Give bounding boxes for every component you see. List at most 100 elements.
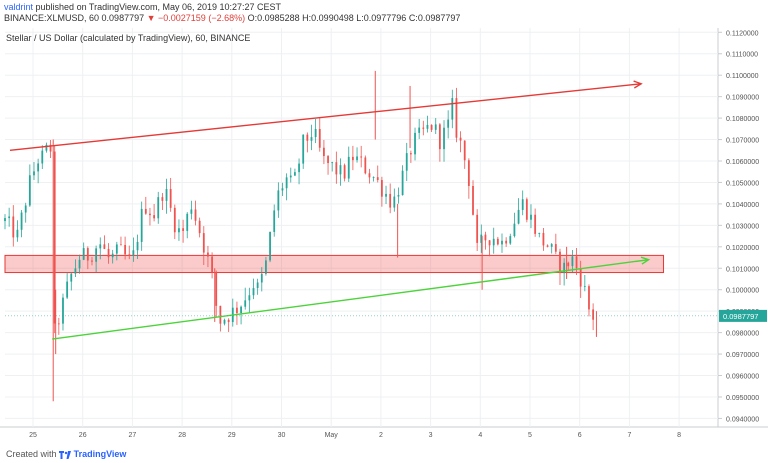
candle-body [376, 177, 379, 181]
resistance-line-arrowhead [633, 80, 643, 89]
price-tick-label: 0.1040000 [726, 202, 759, 209]
candle-body [173, 207, 176, 233]
candle-body [285, 177, 288, 189]
candle-body [41, 150, 44, 164]
candle-body [252, 288, 255, 296]
candle-body [91, 260, 93, 262]
candle-body [588, 286, 590, 310]
candle-body [592, 309, 595, 320]
price-axis[interactable] [718, 28, 768, 427]
candle-body [161, 197, 164, 201]
candle-body [49, 144, 52, 152]
candle-body [488, 240, 491, 246]
candle-body [463, 140, 466, 161]
candle-body [583, 286, 586, 287]
chart-legend: Stellar / US Dollar (calculated by Tradi… [6, 33, 251, 43]
tradingview-logo-icon [59, 450, 72, 459]
candle-body [306, 134, 309, 141]
candle-body [186, 213, 189, 231]
support-line[interactable] [52, 258, 649, 340]
candle-body [397, 195, 400, 197]
candle-body [165, 189, 168, 201]
time-tick-label: 5 [528, 432, 532, 439]
candle-body [472, 185, 474, 215]
time-tick-label: 6 [578, 432, 582, 439]
candle-body [128, 254, 131, 256]
candle-body [538, 232, 541, 234]
candle-body [409, 153, 412, 155]
close-text: C:0.0987797 [408, 13, 461, 23]
time-tick-label: 28 [178, 432, 186, 439]
candle-body [273, 210, 276, 232]
price-tick-label: 0.0950000 [726, 395, 759, 402]
candle-body [277, 190, 280, 211]
price-tick-label: 0.1060000 [726, 159, 759, 166]
candle-body [82, 248, 85, 260]
candle-body [567, 262, 570, 267]
candle-body [554, 244, 557, 252]
candle-body [443, 127, 445, 150]
footer-brand[interactable]: TradingView [73, 449, 127, 459]
chart-header: valdrint published on TradingView.com, M… [0, 0, 768, 26]
published-text: published on TradingView.com, May 06, 20… [35, 2, 282, 12]
candle-body [12, 216, 15, 238]
candle-body [157, 197, 160, 219]
footer-prefix: Created with [6, 449, 57, 459]
candle-body [352, 156, 354, 161]
candle-body [517, 209, 520, 224]
candle-body [302, 134, 305, 164]
candle-body [74, 268, 77, 274]
candle-body [95, 248, 98, 262]
candle-body [140, 208, 143, 242]
candle-body [331, 162, 334, 164]
candle-body [546, 245, 549, 247]
candle-body [513, 223, 516, 237]
candle-body [534, 214, 537, 234]
price-tick-label: 0.1070000 [726, 138, 759, 145]
candle-body [120, 244, 122, 246]
candle-body [8, 216, 11, 219]
resistance-line[interactable] [9, 83, 642, 151]
candle-body [447, 119, 450, 128]
candle-body [16, 229, 19, 238]
candle-body [530, 214, 532, 220]
time-tick-label: 30 [278, 432, 286, 439]
candle-body [132, 250, 135, 256]
symbol-line: BINANCE:XLMUSD, 60 [4, 13, 100, 23]
candle-body [505, 240, 508, 244]
candle-body [542, 232, 545, 246]
time-tick-label: 26 [79, 432, 87, 439]
candle-body [347, 156, 350, 179]
candle-body [240, 306, 242, 314]
low-text: L:0.0977796 [356, 13, 407, 23]
candle-body [459, 137, 462, 141]
last-price-tag-label: 0.0987797 [723, 312, 758, 321]
time-tick-label: 7 [627, 432, 631, 439]
candle-body [207, 252, 209, 257]
candle-body [37, 163, 40, 172]
candle-body [66, 281, 69, 298]
candle-body [53, 151, 56, 324]
candle-body [244, 300, 247, 307]
support-line-arrowhead [640, 256, 651, 265]
price-tick-label: 0.0960000 [726, 374, 759, 381]
candle-body [579, 268, 582, 287]
price-tick-label: 0.1120000 [726, 30, 759, 37]
author-link[interactable]: valdrint [4, 2, 34, 12]
candle-body [236, 307, 238, 314]
candle-body [20, 212, 23, 230]
candle-body [438, 124, 441, 150]
candle-body [496, 238, 499, 245]
candle-body [501, 240, 503, 245]
candle-body [525, 199, 528, 220]
candle-body [198, 220, 201, 234]
candle-body [343, 165, 346, 179]
support-zone[interactable] [4, 254, 665, 274]
candle-body [509, 236, 512, 244]
candle-body [484, 234, 487, 241]
candle-body [294, 172, 296, 176]
candle-body [78, 259, 81, 269]
candle-body [169, 189, 172, 208]
candle-body [422, 127, 425, 129]
